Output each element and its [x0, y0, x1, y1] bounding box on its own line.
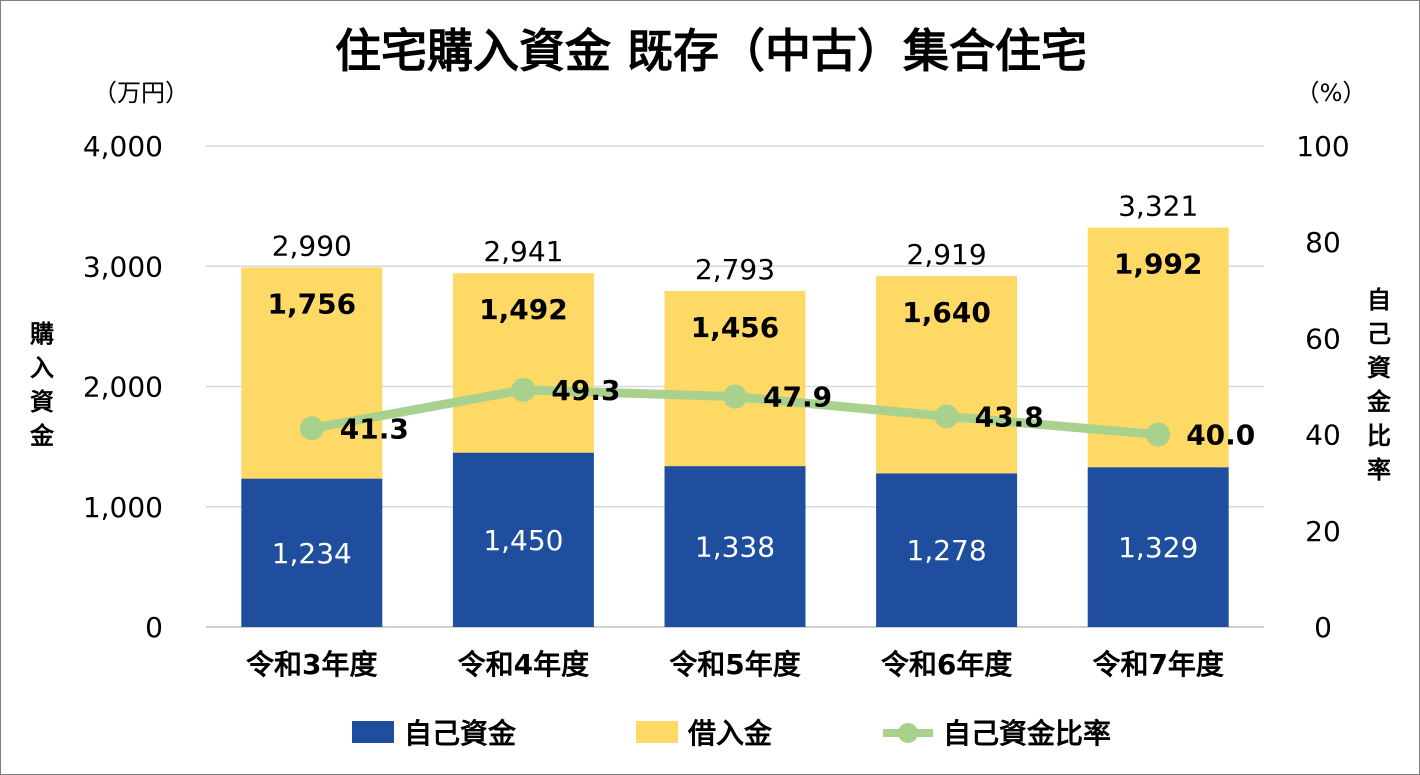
right-axis-title-char: 資 [1367, 354, 1391, 382]
ratio-marker [723, 384, 747, 409]
right-axis-title-char: 己 [1367, 320, 1391, 348]
legend-label-loan: 借入金 [687, 717, 773, 750]
left-tick-label: 2,000 [83, 371, 163, 404]
left-tick-label: 4,000 [83, 130, 163, 163]
right-tick-label: 60 [1305, 322, 1341, 355]
own-funds-label: 1,278 [907, 534, 987, 567]
ratio-marker [299, 416, 324, 441]
bars [241, 227, 1229, 627]
loan-label: 1,992 [1114, 248, 1203, 281]
right-axis-title-char: 比 [1367, 422, 1391, 450]
own-funds-label: 1,234 [272, 537, 352, 570]
right-tick-label: 80 [1305, 226, 1341, 259]
right-axis-title-char: 率 [1367, 456, 1391, 484]
bar-own-funds [664, 466, 806, 627]
own-funds-label: 1,450 [483, 524, 563, 557]
right-axis-ticks: 0 20 40 60 80 100 [1296, 130, 1349, 644]
ratio-label: 43.8 [975, 400, 1044, 433]
right-tick-label: 100 [1296, 130, 1349, 163]
legend-label-ratio: 自己資金比率 [943, 717, 1111, 750]
own-funds-label: 1,329 [1118, 531, 1198, 564]
bar-loan [664, 291, 806, 467]
bar-loan [241, 267, 383, 479]
own-funds-label: 1,338 [695, 531, 775, 564]
left-axis-title-char: 入 [30, 354, 54, 382]
total-label: 3,321 [1118, 190, 1198, 223]
bar-own-funds [452, 452, 594, 627]
bar-own-funds [876, 473, 1018, 627]
right-axis-title-char: 金 [1366, 388, 1392, 416]
left-axis-unit: （万円） [93, 79, 189, 107]
loan-label: 1,640 [902, 296, 991, 329]
category-label: 令和3年度 [246, 648, 377, 681]
ratio-marker [511, 377, 536, 402]
ratio-label: 47.9 [763, 381, 832, 414]
right-axis-title-char: 自 [1367, 286, 1391, 314]
right-tick-label: 40 [1305, 419, 1341, 452]
total-label: 2,793 [695, 253, 775, 286]
bar-loan [876, 276, 1018, 474]
loan-label: 1,756 [268, 287, 357, 320]
legend-swatch-loan [636, 721, 678, 743]
total-label: 2,941 [483, 235, 563, 268]
legend-swatch-own-funds [352, 721, 394, 743]
loan-label: 1,492 [479, 293, 568, 326]
category-label: 令和7年度 [1092, 648, 1223, 681]
ratio-marker [1146, 422, 1171, 447]
left-axis-title-char: 購 [30, 320, 54, 348]
left-tick-label: 1,000 [83, 491, 163, 524]
legend-label-own-funds: 自己資金 [404, 717, 517, 750]
total-label: 2,919 [907, 238, 987, 271]
bar-own-funds [1087, 467, 1229, 627]
right-axis-title: 自己資金比率 [1366, 286, 1392, 484]
right-tick-label: 20 [1305, 515, 1341, 548]
right-axis-unit: （%） [1296, 79, 1367, 107]
category-labels: 令和3年度 令和4年度 令和5年度 令和6年度 令和7年度 [246, 648, 1224, 681]
left-axis-title: 購入資金 [29, 320, 55, 450]
left-axis-title-char: 資 [30, 388, 54, 416]
legend-marker-ratio [898, 723, 918, 743]
ratio-label: 49.3 [551, 374, 620, 407]
bar-loan [452, 273, 594, 453]
left-axis-title-char: 金 [29, 422, 55, 450]
ratio-marker [934, 404, 959, 429]
ratio-label: 41.3 [340, 412, 409, 445]
legend: 自己資金 借入金 自己資金比率 [352, 717, 1111, 750]
right-tick-label: 0 [1314, 611, 1332, 644]
category-label: 令和4年度 [458, 648, 589, 681]
loan-label: 1,456 [691, 311, 780, 344]
left-axis-ticks: 0 1,000 2,000 3,000 4,000 [83, 130, 163, 644]
category-label: 令和6年度 [881, 648, 1012, 681]
chart-title: 住宅購入資金 既存（中古）集合住宅 [335, 24, 1087, 78]
bar-own-funds [241, 478, 383, 627]
ratio-label: 40.0 [1186, 419, 1255, 452]
category-label: 令和5年度 [669, 648, 800, 681]
ratio-line [299, 377, 1171, 447]
total-label: 2,990 [272, 229, 352, 262]
left-tick-label: 3,000 [83, 250, 163, 283]
data-labels: 1,234 1,756 2,990 1,450 1,492 2,941 1,338 1,456… [268, 190, 1256, 570]
left-tick-label: 0 [145, 611, 163, 644]
